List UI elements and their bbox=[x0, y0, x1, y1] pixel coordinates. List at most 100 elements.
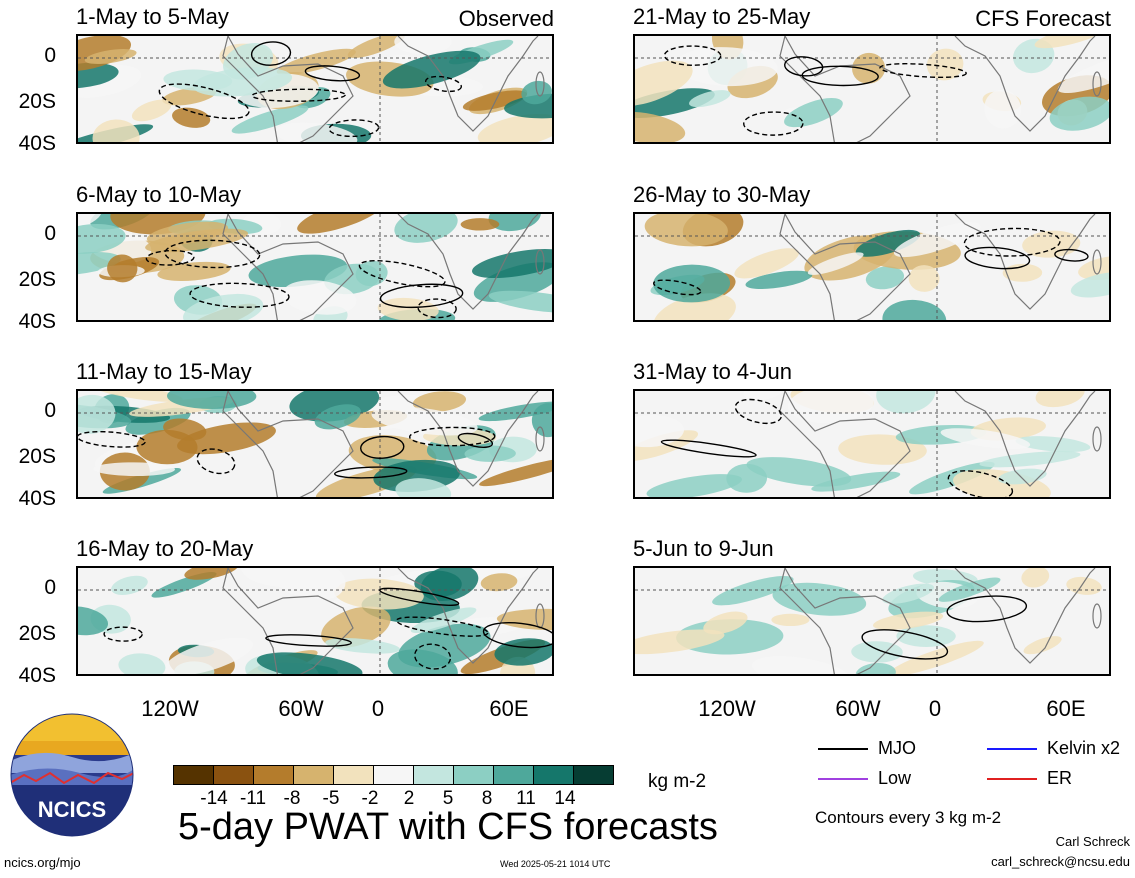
mjo-contour bbox=[946, 595, 1028, 623]
anomaly-shade bbox=[811, 471, 901, 492]
footer-timestamp: Wed 2025-05-21 1014 UTC bbox=[500, 859, 611, 869]
anomaly-shade bbox=[1022, 230, 1081, 258]
madagascar-coastline bbox=[1092, 603, 1102, 629]
madagascar-coastline bbox=[535, 249, 545, 275]
footer-email: carl_schreck@ncsu.edu bbox=[991, 854, 1130, 869]
anomaly-shade bbox=[184, 568, 239, 580]
anomaly-shade bbox=[1057, 52, 1109, 94]
mjo-contour bbox=[424, 75, 463, 93]
anomaly-shade bbox=[488, 290, 552, 314]
anomaly-shade bbox=[712, 575, 794, 606]
mjo-contour bbox=[158, 83, 250, 120]
mjo-contour bbox=[1054, 248, 1089, 262]
anomaly-shade bbox=[163, 637, 254, 674]
x-tick-label: 60W bbox=[278, 696, 324, 721]
colorbar-swatch bbox=[213, 765, 254, 785]
colorbar-label: -11 bbox=[239, 788, 267, 809]
mjo-contour bbox=[379, 283, 464, 309]
anomaly-shade bbox=[163, 418, 207, 441]
mjo-contour bbox=[964, 246, 1031, 270]
anomaly-shade bbox=[410, 607, 477, 634]
anomaly-shade bbox=[852, 52, 886, 84]
anomaly-shade bbox=[674, 47, 778, 87]
y-tick-label: 40S bbox=[18, 664, 56, 687]
colorbar-label: -8 bbox=[283, 788, 301, 809]
y-tick-label: 20S bbox=[18, 622, 56, 645]
anomaly-shade bbox=[92, 391, 183, 402]
anomaly-shade bbox=[477, 113, 552, 142]
y-tick-label: 20S bbox=[18, 90, 56, 113]
anomaly-shade bbox=[334, 578, 424, 610]
mjo-contour bbox=[78, 430, 146, 448]
anomaly-shade bbox=[940, 428, 1031, 450]
anomaly-shade bbox=[377, 297, 439, 320]
anomaly-shade bbox=[78, 606, 109, 636]
anomaly-shade bbox=[908, 265, 940, 292]
colorbar-swatch bbox=[333, 765, 374, 785]
anomaly-shade bbox=[111, 575, 148, 595]
colorbar-swatch bbox=[173, 765, 214, 785]
colorbar-label: -2 bbox=[361, 788, 379, 809]
anomaly-shade bbox=[496, 608, 552, 631]
mjo-contour bbox=[879, 63, 967, 79]
anomaly-shade bbox=[635, 414, 685, 448]
x-tick-label: 60E bbox=[1046, 696, 1086, 721]
africa-coastline bbox=[397, 36, 539, 132]
main-title: 5-day PWAT with CFS forecasts bbox=[178, 806, 718, 848]
colorbar-label: -5 bbox=[322, 788, 340, 809]
anomaly-shade bbox=[395, 478, 452, 497]
anomaly-shade bbox=[231, 105, 309, 134]
footer-url: ncics.org/mjo bbox=[4, 855, 81, 870]
anomaly-shade bbox=[321, 606, 391, 648]
anomaly-shade bbox=[172, 107, 211, 128]
pwat-map-panel bbox=[633, 389, 1111, 499]
panel-title: 31-May to 4-Jun bbox=[633, 359, 792, 384]
mjo-contour bbox=[861, 629, 949, 660]
x-tick-label: 60E bbox=[489, 696, 529, 721]
pwat-map-panel bbox=[633, 566, 1111, 676]
legend-label: Low bbox=[878, 768, 912, 788]
anomaly-shade bbox=[412, 391, 467, 412]
anomaly-shade bbox=[371, 406, 478, 436]
x-tick-label: 60W bbox=[835, 696, 881, 721]
anomaly-shade bbox=[745, 270, 813, 289]
colorbar-label: 11 bbox=[516, 788, 536, 809]
anomaly-shade bbox=[78, 62, 119, 89]
anomaly-shade bbox=[84, 49, 137, 64]
mjo-contour bbox=[334, 466, 408, 479]
mjo-contour bbox=[734, 398, 782, 425]
x-tick-label: 120W bbox=[698, 696, 756, 721]
legend-line-3 bbox=[987, 778, 1037, 780]
anomaly-shade bbox=[78, 223, 126, 254]
pwat-map-panel bbox=[633, 34, 1111, 144]
anomaly-shade bbox=[855, 663, 896, 674]
anomaly-shade bbox=[1021, 568, 1050, 588]
colorbar-swatch bbox=[293, 765, 334, 785]
madagascar-coastline bbox=[1092, 71, 1102, 97]
anomaly-shade bbox=[479, 457, 552, 487]
anomaly-shade bbox=[146, 221, 229, 245]
anomaly-shade bbox=[248, 254, 348, 288]
pwat-map-panel bbox=[76, 212, 554, 322]
footer-author: Carl Schreck bbox=[1055, 834, 1130, 849]
anomaly-shade bbox=[276, 48, 356, 75]
colorbar-label: 14 bbox=[554, 788, 576, 809]
anomaly-shade bbox=[851, 641, 903, 663]
anomaly-shade bbox=[635, 111, 686, 142]
y-tick-label: 20S bbox=[18, 445, 56, 468]
colorbar-swatch bbox=[413, 765, 454, 785]
pwat-map-panel bbox=[76, 34, 554, 144]
anomaly-shade bbox=[938, 577, 1001, 602]
mjo-contour bbox=[265, 634, 352, 647]
mjo-contour bbox=[196, 448, 236, 475]
madagascar-coastline bbox=[1092, 426, 1102, 452]
anomaly-shade bbox=[461, 568, 542, 585]
anomaly-shade bbox=[784, 98, 843, 128]
africa-coastline bbox=[954, 568, 1096, 664]
panel-title: 21-May to 25-May bbox=[633, 4, 811, 29]
anomaly-shade bbox=[420, 568, 479, 602]
logo-text: NCICS bbox=[38, 797, 106, 822]
mjo-contour bbox=[250, 41, 292, 66]
x-tick-label: 120W bbox=[141, 696, 199, 721]
anomaly-shade bbox=[635, 629, 725, 655]
